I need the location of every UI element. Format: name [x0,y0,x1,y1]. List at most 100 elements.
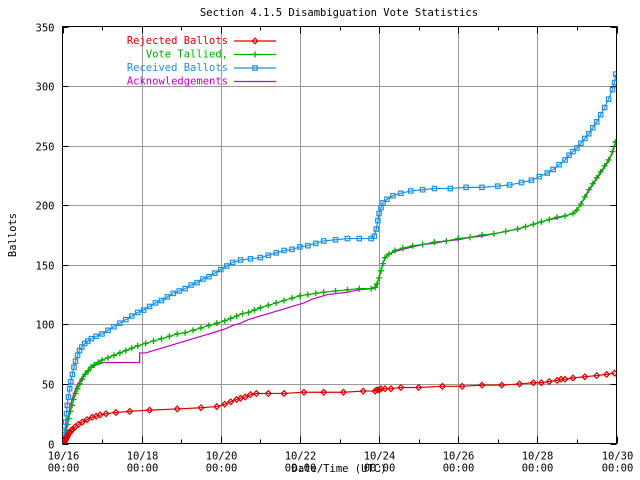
data-marker [128,345,135,352]
data-marker [375,217,381,224]
data-marker [478,232,485,238]
data-marker [304,291,311,298]
data-marker [554,214,561,221]
data-marker [601,104,608,111]
data-marker [99,357,106,364]
data-marker [498,381,506,389]
data-marker [110,352,117,359]
x-tick-label-date: 10/22 [285,451,317,463]
data-marker [134,309,141,316]
data-marker [65,429,74,437]
data-marker [99,331,105,337]
data-marker [312,290,319,297]
data-marker [72,390,79,397]
data-marker [78,418,86,426]
data-marker [280,389,288,398]
data-marker [438,382,447,390]
data-marker [356,285,363,292]
y-tick-label: 350 [36,23,55,35]
x-tick-label-date: 10/18 [127,451,159,463]
data-marker [378,267,385,274]
data-marker [431,239,438,246]
data-marker [200,276,206,282]
data-marker [79,376,86,383]
data-marker [467,234,474,241]
data-marker [574,145,580,151]
data-marker [68,378,74,385]
data-marker [105,327,111,334]
data-marker [381,385,389,393]
data-marker [145,406,154,414]
data-marker [581,373,589,381]
data-marker [91,361,98,368]
data-marker [252,51,258,58]
y-tick-label: 50 [42,380,55,392]
data-marker [601,162,608,169]
y-axis-label: Ballots [7,213,19,257]
data-marker [251,307,258,314]
data-marker [409,242,416,249]
data-marker [146,303,153,310]
data-marker [62,427,68,434]
data-marker [241,393,249,401]
data-marker [332,236,339,243]
data-marker [518,179,525,186]
data-marker [217,266,224,273]
data-marker [247,256,254,262]
data-marker [134,342,141,349]
data-marker [356,235,363,242]
data-marker [264,389,272,398]
data-marker [221,317,228,324]
data-marker [111,323,117,330]
page-title: Section 4.1.5 Disambiguation Vote Statis… [200,7,478,19]
data-marker [414,383,423,392]
data-marker [212,270,218,276]
data-marker [246,391,255,399]
data-marker [281,297,288,304]
data-marker [273,299,280,306]
data-marker [569,374,577,382]
data-marker [296,292,303,299]
data-marker [123,316,129,323]
data-marker [83,416,91,424]
data-marker [176,288,183,294]
data-marker [297,244,303,250]
data-marker [233,313,240,320]
x-tick-label-date: 10/16 [48,451,80,463]
data-marker [371,233,378,239]
data-marker [566,152,572,158]
data-marker [581,193,588,200]
data-marker [605,156,612,163]
data-marker [82,371,89,378]
data-marker [390,192,396,199]
data-marker [305,242,311,249]
data-marker [443,237,450,244]
axis-frame [62,26,617,444]
data-marker [344,235,351,242]
x-tick-label-time: 00:00 [364,463,396,475]
data-marker [538,218,545,225]
data-marker [561,375,569,383]
data-marker [546,216,553,223]
legend-label-2: Received Ballots [127,62,228,74]
data-marker [419,241,426,248]
data-marker [376,274,383,281]
data-marker [610,369,617,377]
data-marker [93,333,99,340]
data-marker [237,257,244,263]
data-marker [62,419,69,425]
data-marker [312,240,319,247]
data-marker [251,37,259,45]
data-marker [602,370,611,379]
data-marker [502,228,509,235]
data-marker [252,65,258,71]
data-marker [391,247,398,254]
data-marker [206,273,212,280]
data-marker [368,285,375,292]
x-tick-label-time: 00:00 [48,463,80,475]
data-marker [384,196,390,203]
data-marker [188,282,194,288]
data-marker [72,358,79,365]
data-marker [265,302,272,309]
